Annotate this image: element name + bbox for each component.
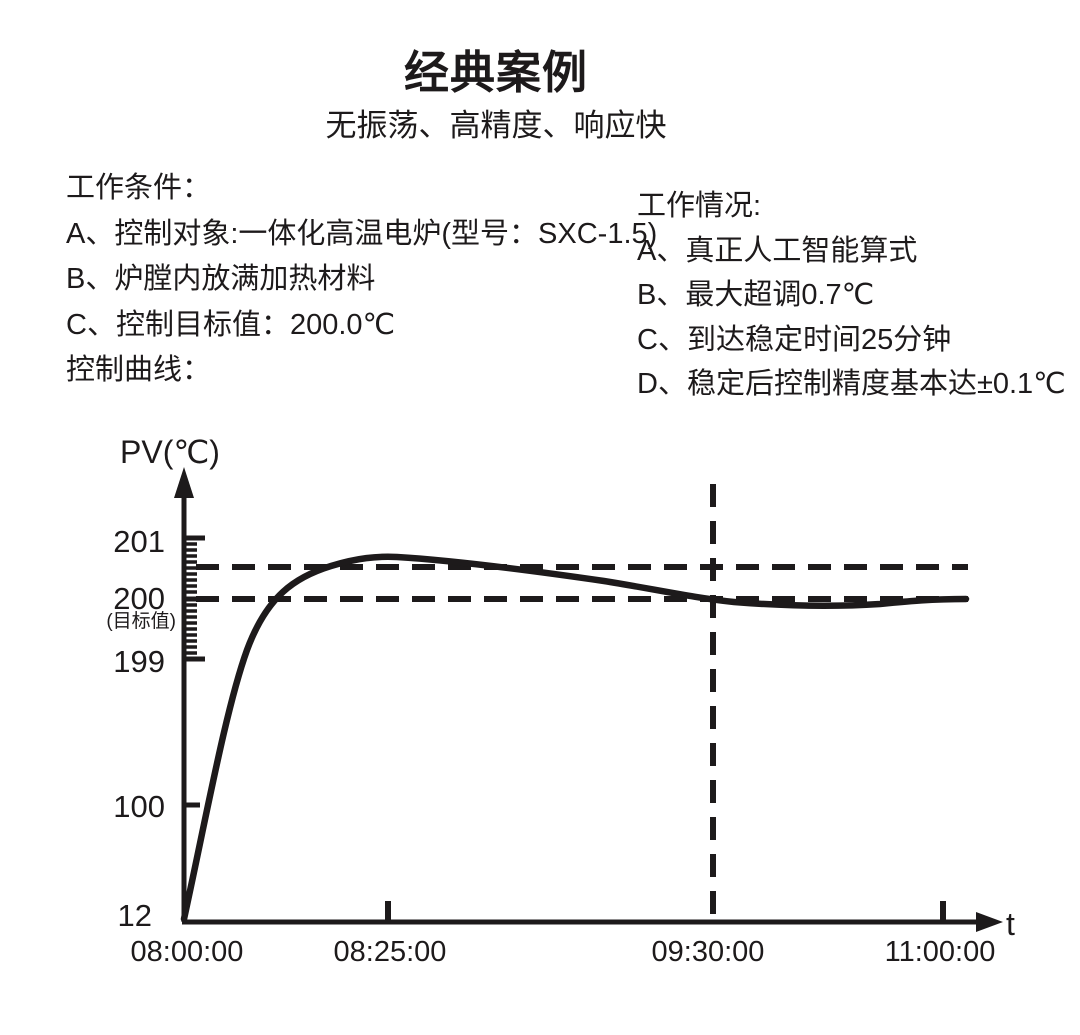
y-axis-arrow-icon xyxy=(174,467,194,498)
target-value-note: (目标值) xyxy=(106,611,176,632)
x-axis-title: t xyxy=(1006,906,1015,942)
y-tick-label-201: 201 xyxy=(113,524,165,559)
performance-item-d: D、稳定后控制精度基本达±0.1℃ xyxy=(637,368,1066,400)
y-minor-ticks xyxy=(184,542,197,655)
y-axis-title: PV(℃) xyxy=(120,434,220,470)
page-subtitle: 无振荡、高精度、响应快 xyxy=(325,108,667,143)
working-performance-block: 工作情况: A、真正人工智能算式 B、最大超调0.7℃ C、到达稳定时间25分钟… xyxy=(637,184,1066,407)
performance-item-a: A、真正人工智能算式 xyxy=(637,234,918,267)
page-title: 经典案例 xyxy=(403,47,588,98)
y-tick-label-100: 100 xyxy=(113,789,165,824)
curve-section-label: 控制曲线： xyxy=(66,354,212,386)
x-ticks xyxy=(385,901,946,920)
working-conditions-block: 工作条件： A、控制对象:一体化高温电炉(型号：SXC-1.5) B、炉膛内放满… xyxy=(66,166,657,394)
x-axis-arrow-icon xyxy=(976,912,1003,932)
y-tick-label-200: 200 xyxy=(113,581,165,616)
y-major-ticks xyxy=(184,535,205,808)
y-tick-label-199: 199 xyxy=(113,644,165,679)
x-tick-label-0825: 08:25:00 xyxy=(333,936,447,968)
conditions-heading: 工作条件： xyxy=(66,172,212,204)
performance-heading: 工作情况: xyxy=(637,190,762,222)
condition-item-b: B、炉膛内放满加热材料 xyxy=(66,263,376,295)
condition-item-a: A、控制对象:一体化高温电炉(型号：SXC-1.5) xyxy=(66,217,658,250)
x-tick-label-1100: 11:00:00 xyxy=(884,936,996,968)
pv-curve xyxy=(180,553,970,923)
x-tick-label-0800: 08:00:00 xyxy=(130,936,244,968)
condition-item-c: C、控制目标值：200.0℃ xyxy=(66,308,396,341)
performance-item-c: C、到达稳定时间25分钟 xyxy=(637,323,952,356)
performance-item-b: B、最大超调0.7℃ xyxy=(637,279,875,311)
y-tick-label-12: 12 xyxy=(117,898,152,933)
x-tick-label-0930: 09:30:00 xyxy=(651,936,765,968)
